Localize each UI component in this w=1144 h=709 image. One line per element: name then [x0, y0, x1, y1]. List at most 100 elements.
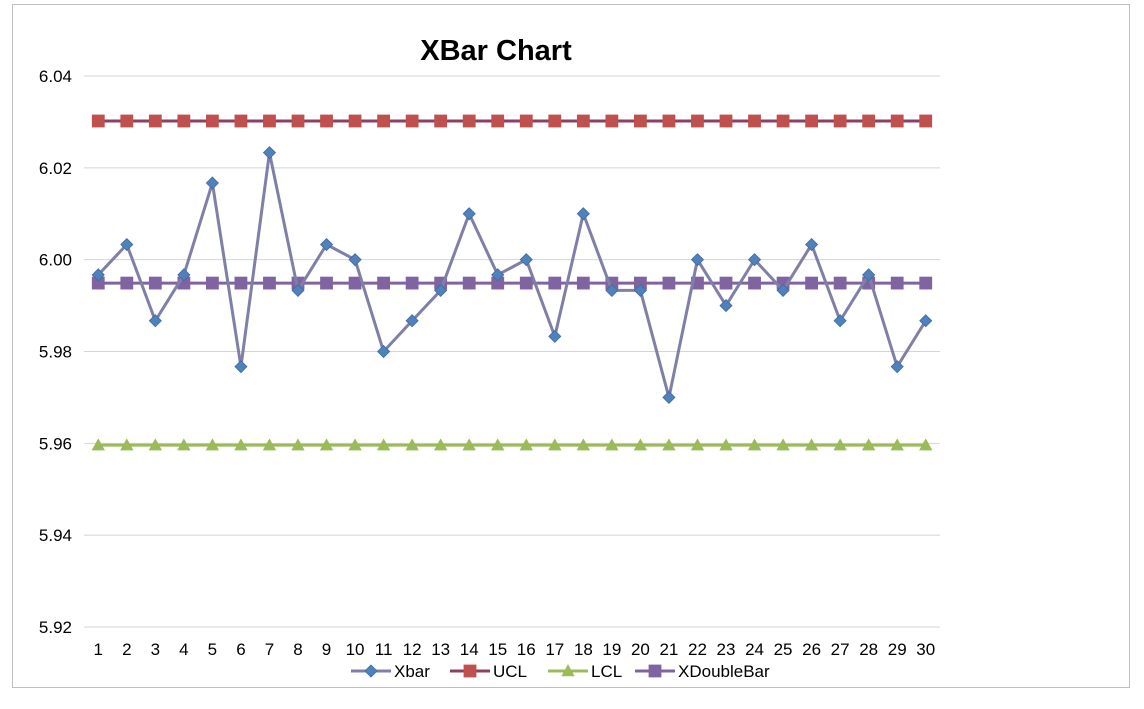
data-point-xbar	[576, 207, 590, 221]
data-point-xbar	[377, 344, 391, 359]
legend-label-lcl: LCL	[591, 662, 622, 681]
data-point-ucl	[890, 114, 904, 128]
x-tick-label: 18	[574, 640, 593, 659]
legend-label-ucl: UCL	[493, 662, 527, 681]
data-point-lcl	[548, 438, 562, 451]
x-tick-label: 29	[888, 640, 907, 659]
data-point-xdoublebar	[148, 276, 162, 290]
data-point-xbar	[662, 390, 676, 404]
legend: Xbar UCL LCL XDoubleBar	[351, 662, 770, 681]
data-point-lcl	[919, 438, 933, 451]
x-tick-label: 7	[265, 640, 274, 659]
data-point-ucl	[234, 114, 248, 128]
data-point-ucl	[805, 114, 818, 128]
data-point-ucl	[833, 114, 847, 128]
data-point-xbar	[633, 283, 647, 297]
data-point-ucl	[462, 114, 476, 128]
x-tick-label: 15	[488, 640, 507, 659]
data-point-lcl	[576, 438, 591, 451]
chart-title: XBar Chart	[420, 35, 572, 67]
data-point-ucl	[405, 114, 419, 128]
series-xbar	[91, 146, 933, 404]
data-point-xbar	[148, 314, 162, 328]
gridlines	[84, 75, 940, 628]
data-point-xbar	[120, 237, 134, 252]
data-point-ucl	[177, 114, 191, 128]
legend-marker-xbar	[364, 664, 378, 678]
x-tick-label: 12	[403, 640, 422, 659]
data-point-ucl	[377, 114, 391, 128]
x-tick-label: 22	[688, 640, 707, 659]
x-tick-label: 2	[122, 640, 131, 659]
data-point-lcl	[234, 438, 248, 451]
data-point-ucl	[719, 114, 733, 128]
data-point-xdoublebar	[320, 276, 333, 290]
y-axis-ticks: 5.92 5.94 5.96 5.98 6.00 6.02 6.04	[39, 67, 72, 637]
x-tick-label: 8	[293, 640, 302, 659]
data-point-lcl	[205, 438, 220, 451]
data-point-xdoublebar	[548, 276, 562, 290]
data-point-xbar	[177, 268, 191, 282]
data-point-lcl	[519, 438, 533, 451]
data-point-xbar	[548, 329, 562, 343]
data-point-ucl	[691, 114, 704, 128]
data-point-lcl	[91, 438, 105, 451]
legend-item-xdoublebar: XDoubleBar	[635, 662, 770, 681]
chart-frame: XBar Chart 5.92 5.94 5.96 5.98 6.00 6.02 6.04 …	[12, 4, 1130, 688]
series-ucl	[91, 114, 933, 128]
x-tick-label: 13	[431, 640, 450, 659]
data-point-xbar	[605, 283, 619, 297]
x-tick-label: 20	[631, 640, 650, 659]
data-point-ucl	[320, 114, 333, 128]
data-point-lcl	[861, 438, 876, 451]
data-point-ucl	[348, 114, 362, 128]
legend-marker-lcl	[561, 664, 575, 677]
data-point-xbar	[205, 176, 219, 190]
legend-marker-xdoublebar	[648, 664, 662, 678]
data-point-lcl	[433, 438, 448, 451]
y-tick-label: 6.04	[39, 67, 72, 86]
data-point-lcl	[690, 438, 705, 451]
data-point-ucl	[548, 114, 562, 128]
x-tick-label: 27	[831, 640, 850, 659]
y-tick-label: 5.94	[39, 526, 72, 545]
data-point-xbar	[462, 207, 476, 221]
data-point-xbar	[805, 237, 819, 252]
data-point-lcl	[747, 438, 762, 451]
y-tick-label: 5.92	[39, 618, 72, 637]
data-point-xbar	[719, 299, 733, 313]
x-tick-label: 10	[346, 640, 365, 659]
data-point-ucl	[862, 114, 876, 128]
data-point-lcl	[177, 438, 191, 451]
legend-label-xbar: Xbar	[394, 662, 430, 681]
x-tick-label: 3	[151, 640, 160, 659]
x-tick-label: 19	[602, 640, 621, 659]
data-point-lcl	[348, 438, 362, 451]
data-point-xdoublebar	[120, 276, 134, 290]
x-tick-label: 1	[94, 640, 103, 659]
data-point-lcl	[833, 438, 847, 451]
x-tick-label: 30	[916, 640, 935, 659]
legend-marker-ucl	[463, 664, 477, 678]
x-tick-label: 21	[659, 640, 678, 659]
data-point-xdoublebar	[205, 276, 219, 290]
data-point-xbar	[319, 237, 334, 252]
data-point-lcl	[291, 438, 305, 451]
legend-item-xbar: Xbar	[351, 662, 430, 681]
data-point-ucl	[919, 114, 933, 128]
y-tick-label: 6.02	[39, 159, 72, 178]
data-point-ucl	[491, 114, 505, 128]
data-point-ucl	[263, 114, 276, 128]
data-point-ucl	[776, 114, 790, 128]
data-point-xbar	[234, 360, 248, 374]
data-point-xdoublebar	[405, 276, 419, 290]
legend-label-xdoublebar: XDoubleBar	[678, 662, 770, 681]
data-point-xdoublebar	[748, 276, 761, 290]
data-point-ucl	[748, 114, 761, 128]
data-point-lcl	[776, 438, 790, 451]
data-point-xbar	[833, 314, 847, 328]
data-point-ucl	[120, 114, 134, 128]
data-point-xbar	[690, 253, 705, 267]
data-point-ucl	[605, 114, 619, 128]
data-point-ucl	[91, 114, 105, 128]
